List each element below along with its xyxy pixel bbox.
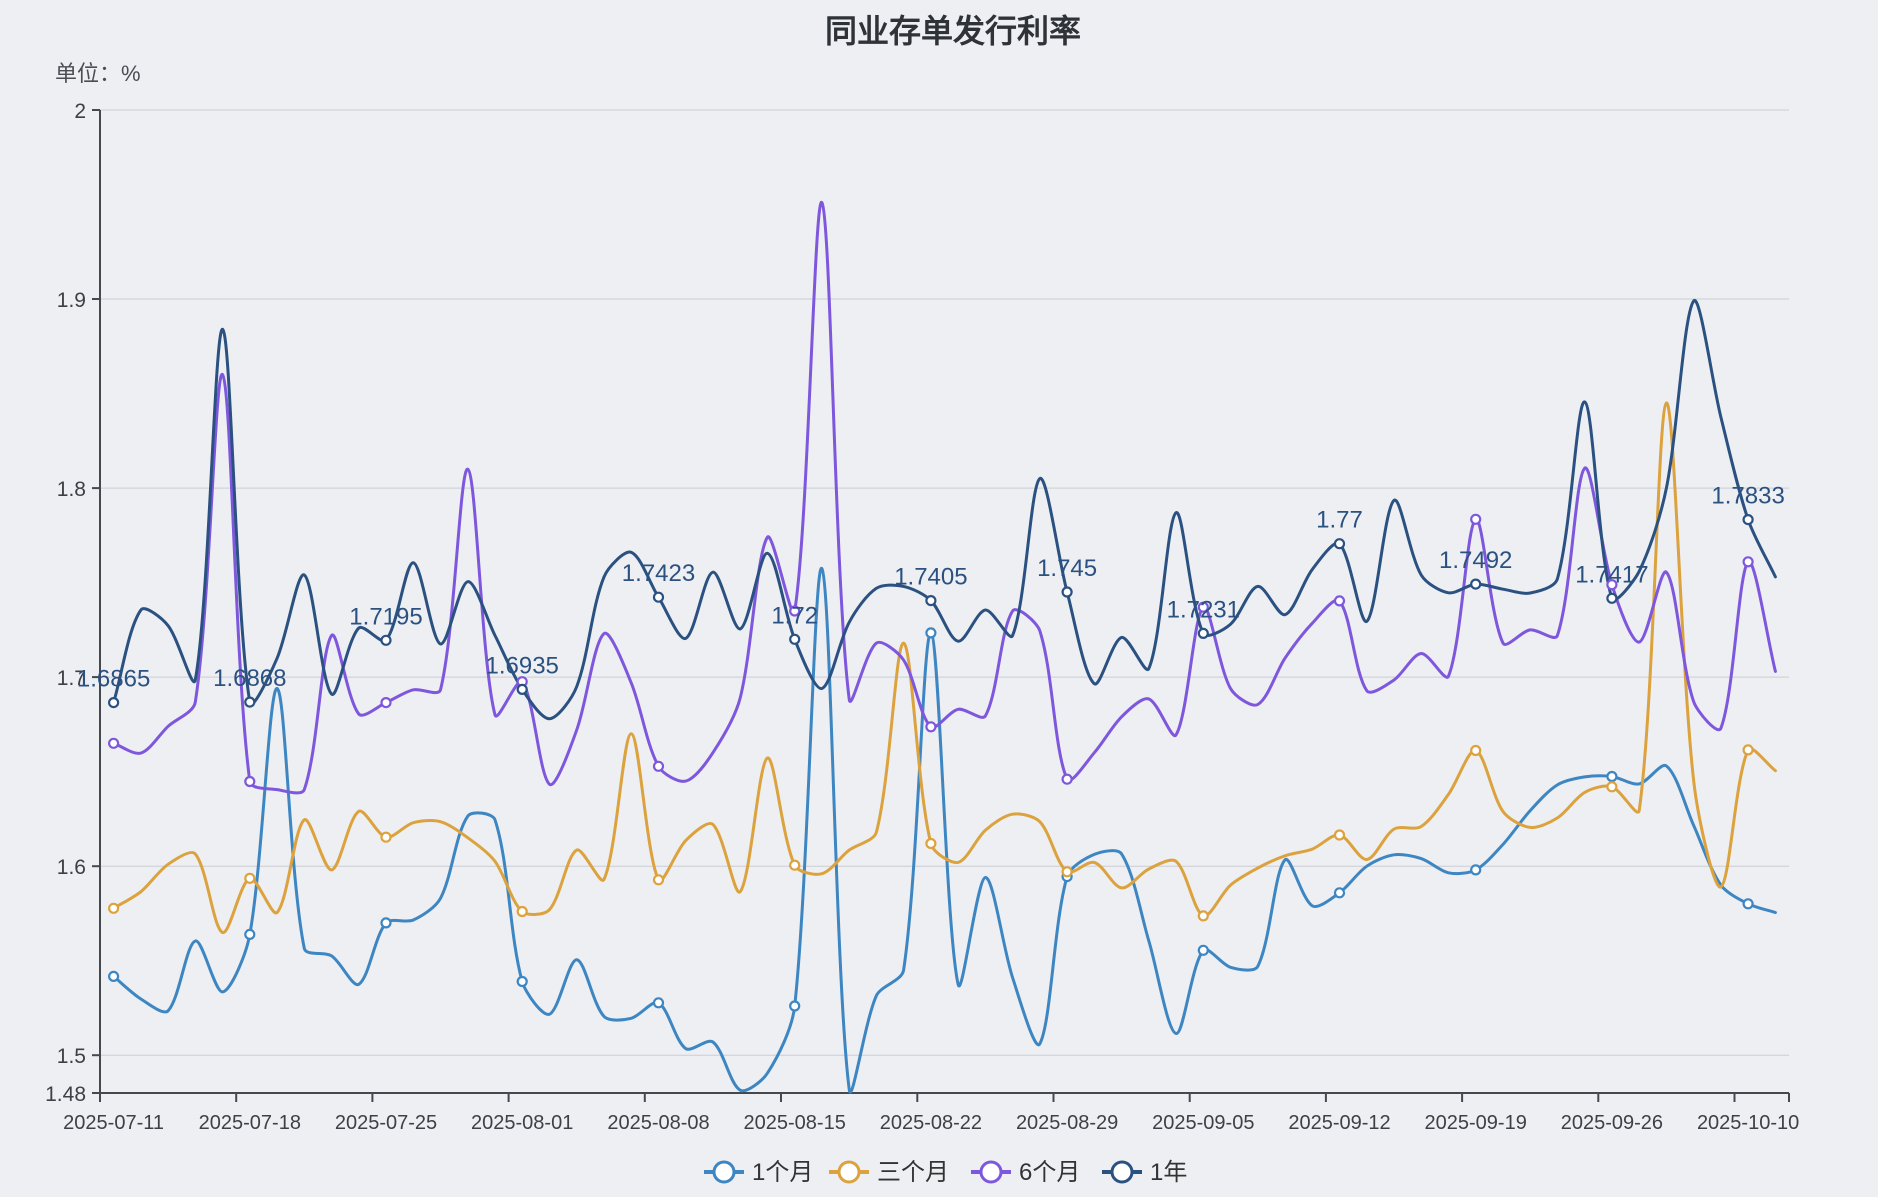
svg-text:1.6865: 1.6865 [77,666,150,693]
svg-text:1.8: 1.8 [57,478,86,501]
svg-text:2025-07-18: 2025-07-18 [199,1112,301,1134]
svg-text:2025-10-10: 2025-10-10 [1697,1112,1799,1134]
svg-text:1.7423: 1.7423 [622,560,695,587]
svg-text:2025-08-29: 2025-08-29 [1016,1112,1118,1134]
svg-text:1.7231: 1.7231 [1167,596,1240,623]
svg-text:1.7833: 1.7833 [1711,483,1784,510]
svg-text:6个月: 6个月 [1019,1159,1080,1186]
svg-text:1.7417: 1.7417 [1575,561,1648,588]
svg-text:2025-07-25: 2025-07-25 [335,1112,437,1134]
svg-text:2: 2 [74,100,86,123]
svg-text:1.7405: 1.7405 [894,564,967,591]
svg-text:2025-09-05: 2025-09-05 [1152,1112,1254,1134]
svg-text:2025-09-26: 2025-09-26 [1561,1112,1663,1134]
svg-text:2025-09-19: 2025-09-19 [1425,1112,1527,1134]
svg-text:1.745: 1.745 [1037,555,1097,582]
svg-text:1.7195: 1.7195 [349,603,422,630]
svg-text:2025-08-15: 2025-08-15 [744,1112,846,1134]
svg-text:2025-09-12: 2025-09-12 [1288,1112,1390,1134]
svg-text:三个月: 三个月 [877,1159,949,1186]
svg-text:1.6868: 1.6868 [213,665,286,692]
svg-text:2025-07-11: 2025-07-11 [63,1112,164,1134]
svg-text:1年: 1年 [1150,1159,1187,1186]
svg-text:1.5: 1.5 [57,1045,86,1068]
svg-text:1.72: 1.72 [771,602,818,629]
svg-text:1.6: 1.6 [57,856,86,879]
svg-text:单位：%: 单位：% [55,61,141,86]
svg-text:1.7: 1.7 [57,667,86,690]
svg-text:1.7492: 1.7492 [1439,547,1512,574]
svg-text:1.6935: 1.6935 [485,652,558,679]
svg-text:2025-08-22: 2025-08-22 [880,1112,982,1134]
svg-text:1.9: 1.9 [57,289,86,312]
svg-text:1.77: 1.77 [1316,507,1363,534]
svg-text:2025-08-01: 2025-08-01 [471,1112,573,1134]
svg-text:1.48: 1.48 [45,1083,86,1106]
svg-text:1个月: 1个月 [752,1159,813,1186]
svg-text:同业存单发行利率: 同业存单发行利率 [825,13,1081,49]
svg-text:2025-08-08: 2025-08-08 [607,1112,709,1134]
